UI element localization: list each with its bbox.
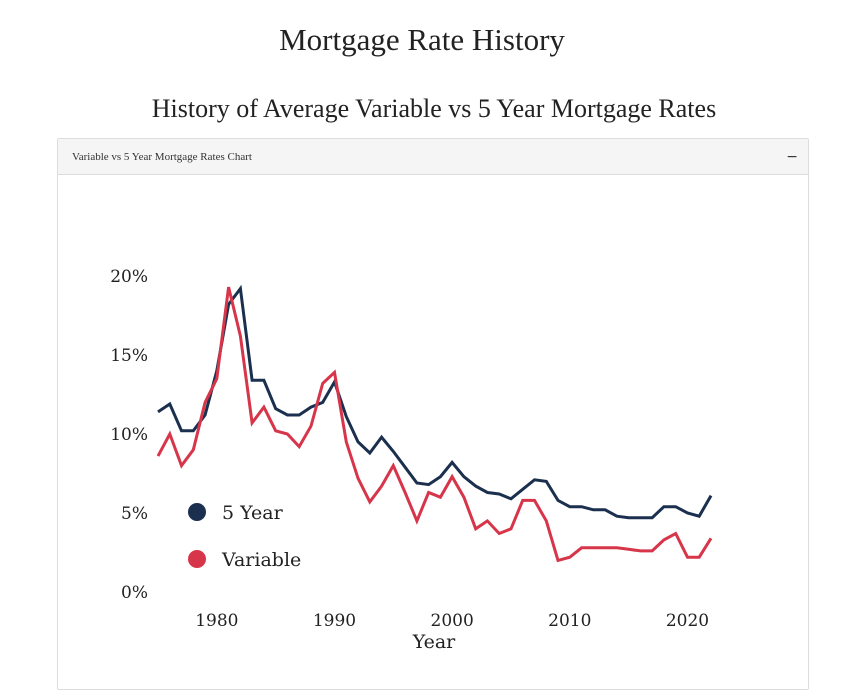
panel-title: Variable vs 5 Year Mortgage Rates Chart	[72, 150, 252, 163]
line-chart: 0% 5% 10% 15% 20% 1980 1990 2000 2010 2020 Year 5 Y…	[110, 267, 713, 653]
x-axis-title: Year	[412, 631, 456, 653]
section-title: History of Average Variable vs 5 Year Mo…	[151, 94, 717, 123]
legend-marker	[188, 503, 206, 521]
page-title: Mortgage Rate History	[279, 22, 565, 57]
x-tick-label: 2020	[666, 611, 709, 631]
panel-header: Variable vs 5 Year Mortgage Rates Chart …	[58, 139, 808, 175]
x-tick-label: 1990	[313, 611, 356, 631]
y-tick-label: 0%	[121, 583, 148, 603]
y-tick-label: 20%	[110, 267, 148, 287]
y-tick-label: 10%	[110, 425, 148, 445]
series-line-5-year	[157, 284, 713, 520]
chart-panel: Variable vs 5 Year Mortgage Rates Chart …	[57, 138, 809, 690]
minus-icon[interactable]: −	[786, 148, 798, 165]
legend-label: Variable	[221, 549, 301, 571]
x-tick-label: 1980	[195, 611, 238, 631]
y-tick-label: 5%	[121, 504, 148, 524]
x-tick-label: 2010	[548, 611, 591, 631]
series-line-variable	[156, 286, 713, 563]
y-tick-label: 15%	[110, 346, 148, 366]
x-tick-label: 2000	[431, 611, 474, 631]
legend-label: 5 Year	[222, 502, 284, 524]
legend-marker	[188, 550, 206, 568]
